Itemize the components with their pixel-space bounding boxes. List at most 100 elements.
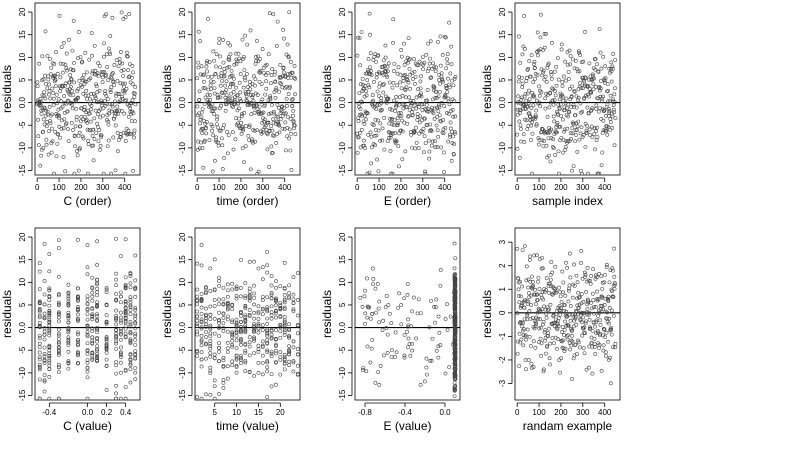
data-point bbox=[592, 344, 597, 349]
data-point bbox=[47, 288, 52, 293]
data-point bbox=[587, 365, 591, 370]
data-point bbox=[447, 85, 452, 90]
data-point bbox=[267, 128, 272, 133]
data-point bbox=[204, 286, 208, 291]
data-point bbox=[120, 96, 125, 101]
data-point bbox=[272, 109, 276, 114]
data-point bbox=[453, 337, 458, 342]
data-point bbox=[216, 143, 221, 148]
data-point bbox=[114, 111, 119, 116]
data-point bbox=[611, 268, 615, 273]
y-tick-label: -15 bbox=[338, 164, 347, 176]
data-point bbox=[91, 143, 96, 148]
data-point bbox=[287, 328, 291, 333]
data-point bbox=[252, 325, 256, 330]
data-point bbox=[208, 365, 213, 370]
data-point bbox=[587, 344, 592, 349]
data-point bbox=[407, 113, 411, 118]
data-point bbox=[220, 167, 225, 171]
data-point bbox=[251, 140, 255, 145]
data-point bbox=[426, 66, 431, 71]
data-point bbox=[42, 357, 47, 362]
y-tick-label: 5 bbox=[498, 77, 507, 82]
data-point bbox=[274, 279, 278, 284]
data-point bbox=[276, 114, 280, 119]
data-point bbox=[606, 298, 611, 303]
data-point bbox=[56, 350, 61, 355]
data-point bbox=[229, 91, 233, 96]
data-point bbox=[600, 286, 604, 291]
data-point bbox=[72, 61, 76, 65]
data-point bbox=[364, 369, 369, 374]
data-point bbox=[223, 83, 228, 88]
data-point bbox=[553, 264, 558, 269]
data-point bbox=[236, 101, 241, 106]
data-point bbox=[222, 156, 226, 160]
data-point bbox=[586, 278, 591, 283]
data-point bbox=[260, 265, 265, 270]
data-point bbox=[37, 355, 42, 360]
data-point bbox=[199, 338, 204, 343]
data-point bbox=[398, 72, 403, 77]
data-point bbox=[394, 350, 399, 355]
data-point bbox=[284, 52, 289, 57]
data-point bbox=[534, 292, 539, 297]
data-point bbox=[286, 55, 291, 60]
data-point bbox=[386, 96, 391, 101]
data-point bbox=[519, 320, 524, 325]
data-point bbox=[606, 99, 610, 104]
data-point bbox=[209, 79, 213, 84]
data-point bbox=[559, 339, 564, 344]
data-point bbox=[564, 309, 569, 314]
data-point bbox=[230, 73, 235, 78]
data-point bbox=[90, 306, 95, 311]
data-point bbox=[429, 143, 434, 148]
data-point bbox=[85, 334, 90, 339]
data-point bbox=[291, 297, 296, 302]
data-point bbox=[265, 250, 270, 254]
data-point bbox=[61, 62, 66, 66]
data-point bbox=[114, 383, 119, 388]
data-point bbox=[42, 379, 47, 384]
data-point bbox=[433, 305, 438, 310]
x-tick-label: 100 bbox=[52, 183, 66, 192]
data-point bbox=[577, 69, 582, 74]
data-point bbox=[105, 144, 110, 149]
data-point bbox=[75, 149, 79, 154]
data-point bbox=[46, 74, 51, 79]
x-tick-label: 0.0 bbox=[439, 408, 451, 417]
data-point bbox=[47, 104, 52, 109]
data-point bbox=[274, 351, 278, 356]
data-point bbox=[452, 341, 457, 345]
data-point bbox=[390, 171, 395, 176]
data-point bbox=[559, 47, 564, 52]
data-point bbox=[594, 103, 599, 108]
data-point bbox=[56, 292, 61, 297]
data-point bbox=[234, 328, 239, 333]
data-point bbox=[92, 98, 96, 103]
data-point bbox=[543, 74, 548, 79]
data-point bbox=[85, 108, 90, 113]
data-point bbox=[56, 346, 61, 351]
data-point bbox=[95, 339, 99, 344]
data-point bbox=[274, 303, 278, 308]
data-point bbox=[541, 139, 546, 143]
data-point bbox=[239, 336, 243, 341]
data-point bbox=[560, 269, 565, 274]
data-point bbox=[256, 317, 261, 322]
data-point bbox=[123, 285, 128, 290]
data-point bbox=[519, 324, 524, 329]
data-point bbox=[114, 347, 119, 351]
data-point bbox=[414, 140, 419, 145]
data-point bbox=[85, 265, 90, 270]
data-point bbox=[77, 30, 81, 34]
data-point bbox=[524, 75, 529, 80]
data-point bbox=[581, 132, 586, 137]
x-tick-label: 0 bbox=[355, 183, 360, 192]
data-point bbox=[133, 294, 138, 299]
data-point bbox=[373, 143, 378, 148]
data-point bbox=[128, 271, 133, 275]
data-point bbox=[611, 107, 616, 112]
